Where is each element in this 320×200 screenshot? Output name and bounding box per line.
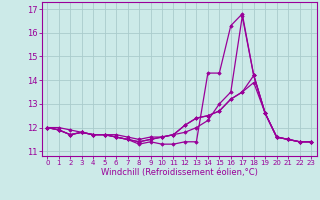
X-axis label: Windchill (Refroidissement éolien,°C): Windchill (Refroidissement éolien,°C) [101, 168, 258, 177]
